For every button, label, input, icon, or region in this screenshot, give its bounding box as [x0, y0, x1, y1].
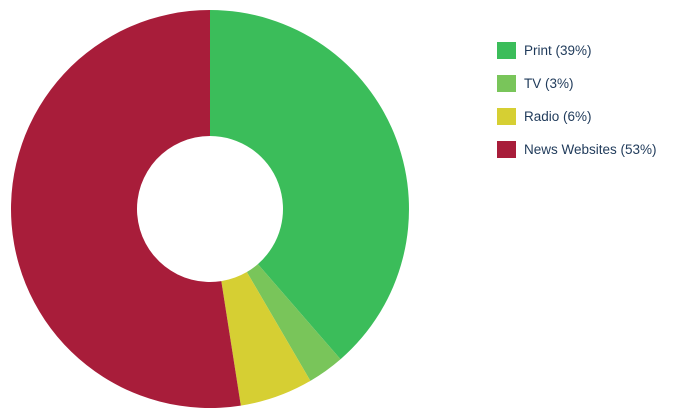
legend-item-tv[interactable]: TV (3%) — [497, 75, 657, 92]
legend-label-news-websites: News Websites (53%) — [524, 142, 657, 157]
legend-label-tv: TV (3%) — [524, 76, 574, 91]
slice-news-websites[interactable] — [10, 10, 241, 408]
legend-label-print: Print (39%) — [524, 43, 592, 58]
donut-slices — [10, 10, 409, 408]
legend-swatch-news-websites — [497, 141, 516, 158]
chart-legend: Print (39%) TV (3%) Radio (6%) News Website… — [497, 42, 657, 174]
legend-item-radio[interactable]: Radio (6%) — [497, 108, 657, 125]
legend-swatch-radio — [497, 108, 516, 125]
legend-swatch-print — [497, 42, 516, 59]
legend-label-radio: Radio (6%) — [524, 109, 592, 124]
legend-item-news-websites[interactable]: News Websites (53%) — [497, 141, 657, 158]
legend-swatch-tv — [497, 75, 516, 92]
slice-tv[interactable] — [246, 264, 341, 381]
slice-radio[interactable] — [221, 272, 311, 406]
slice-print[interactable] — [210, 10, 409, 360]
legend-item-print[interactable]: Print (39%) — [497, 42, 657, 59]
